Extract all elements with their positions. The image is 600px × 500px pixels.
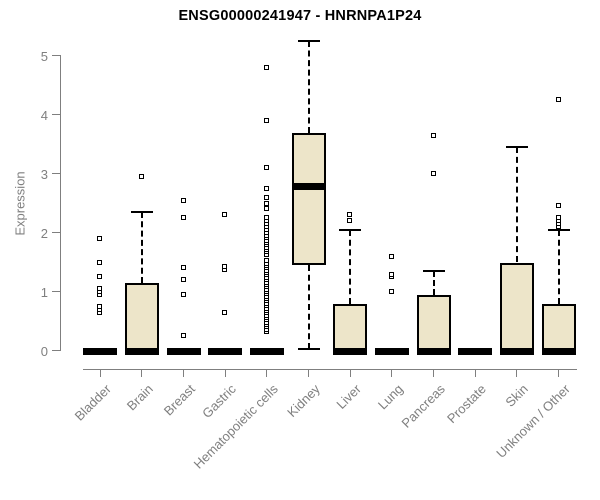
outlier-hematopoietic-cells — [263, 206, 269, 212]
median-skin — [499, 348, 534, 355]
outlier-hematopoietic-cells — [263, 117, 269, 123]
whisker-cap-high-liver — [339, 229, 362, 232]
box-skin — [499, 262, 534, 351]
median-pancreas — [416, 348, 451, 355]
outlier-breast — [180, 265, 186, 271]
outlier-breast — [180, 333, 186, 339]
outlier-bladder — [97, 235, 103, 241]
y-axis-tick-4 — [52, 114, 61, 116]
x-axis-tick-unknown-other — [557, 370, 559, 377]
x-axis-tick-liver — [349, 370, 351, 377]
outlier-unknown-other — [555, 97, 561, 103]
median-breast — [166, 348, 201, 355]
y-axis-tick-2 — [52, 232, 61, 234]
whisker-low-kidney — [307, 265, 310, 350]
y-axis-tick-label-3: 3 — [40, 166, 48, 182]
outlier-bladder — [97, 303, 103, 309]
outlier-hematopoietic-cells — [263, 165, 269, 171]
outlier-gastric — [222, 264, 228, 270]
outlier-lung — [388, 289, 394, 294]
y-axis-tick-label-1: 1 — [40, 284, 48, 300]
outlier-lung — [388, 253, 394, 259]
outlier-hematopoietic-cells — [263, 215, 269, 221]
whisker-cap-high-kidney — [297, 40, 320, 43]
box-liver — [333, 303, 368, 351]
median-prostate — [458, 348, 493, 355]
x-axis-tick-pancreas — [432, 370, 434, 377]
median-gastric — [208, 348, 243, 355]
x-axis-tick-kidney — [307, 370, 309, 377]
box-brain — [124, 283, 159, 351]
chart-title: ENSG00000241947 - HNRNPA1P24 — [178, 8, 422, 24]
outlier-hematopoietic-cells — [263, 64, 269, 70]
median-unknown-other — [541, 348, 576, 355]
outlier-unknown-other — [555, 203, 561, 209]
x-axis-tick-breast — [182, 370, 184, 377]
outlier-liver — [347, 218, 353, 224]
outlier-bladder — [97, 286, 103, 292]
outlier-lung — [388, 272, 394, 278]
median-brain — [124, 348, 159, 355]
outlier-breast — [180, 197, 186, 203]
outlier-breast — [180, 291, 186, 297]
x-axis-tick-skin — [516, 370, 518, 377]
y-axis-tick-1 — [52, 291, 61, 293]
outlier-hematopoietic-cells — [263, 200, 269, 206]
median-bladder — [83, 348, 118, 355]
x-axis-tick-gastric — [224, 370, 226, 377]
outlier-hematopoietic-cells — [263, 258, 269, 264]
outlier-bladder — [97, 274, 103, 280]
y-axis-tick-0 — [52, 350, 61, 352]
whisker-high-kidney — [307, 41, 310, 133]
y-axis-tick-label-4: 4 — [40, 107, 48, 123]
whisker-high-skin — [515, 147, 518, 263]
median-kidney — [291, 182, 326, 190]
y-axis-tick-label-2: 2 — [40, 225, 48, 241]
x-axis-tick-brain — [141, 370, 143, 377]
median-lung — [374, 348, 409, 355]
y-axis-tick-5 — [52, 55, 61, 57]
whisker-cap-high-brain — [130, 211, 153, 214]
outlier-hematopoietic-cells — [263, 185, 269, 191]
whisker-high-unknown-other — [557, 230, 560, 304]
box-pancreas — [416, 294, 451, 351]
y-axis-tick-3 — [52, 173, 61, 175]
whisker-cap-low-kidney — [297, 348, 320, 351]
whisker-high-pancreas — [432, 271, 435, 295]
median-hematopoietic-cells — [249, 348, 284, 355]
outlier-brain — [138, 173, 144, 179]
outlier-hematopoietic-cells — [263, 194, 269, 200]
y-axis-line — [60, 55, 61, 351]
box-unknown-other — [541, 303, 576, 351]
outlier-unknown-other — [555, 215, 561, 221]
outlier-breast — [180, 277, 186, 283]
whisker-cap-high-skin — [505, 146, 528, 149]
x-axis-tick-bladder — [99, 370, 101, 377]
x-axis-tick-prostate — [474, 370, 476, 377]
y-axis-tick-label-5: 5 — [40, 48, 48, 64]
x-axis-tick-hematopoietic-cells — [266, 370, 268, 377]
outlier-breast — [180, 215, 186, 221]
box-kidney — [291, 132, 326, 266]
outlier-liver — [347, 212, 353, 218]
x-axis-tick-lung — [391, 370, 393, 377]
x-axis-line — [83, 368, 577, 370]
outlier-gastric — [222, 212, 228, 218]
whisker-cap-high-unknown-other — [547, 229, 570, 232]
outlier-gastric — [222, 309, 228, 315]
median-liver — [333, 348, 368, 355]
whisker-high-liver — [349, 230, 352, 304]
outlier-pancreas — [430, 132, 436, 138]
whisker-high-brain — [140, 212, 143, 284]
outlier-pancreas — [430, 171, 436, 176]
outlier-bladder — [97, 259, 103, 265]
y-axis-tick-label-0: 0 — [40, 343, 48, 359]
whisker-cap-high-pancreas — [422, 270, 445, 273]
